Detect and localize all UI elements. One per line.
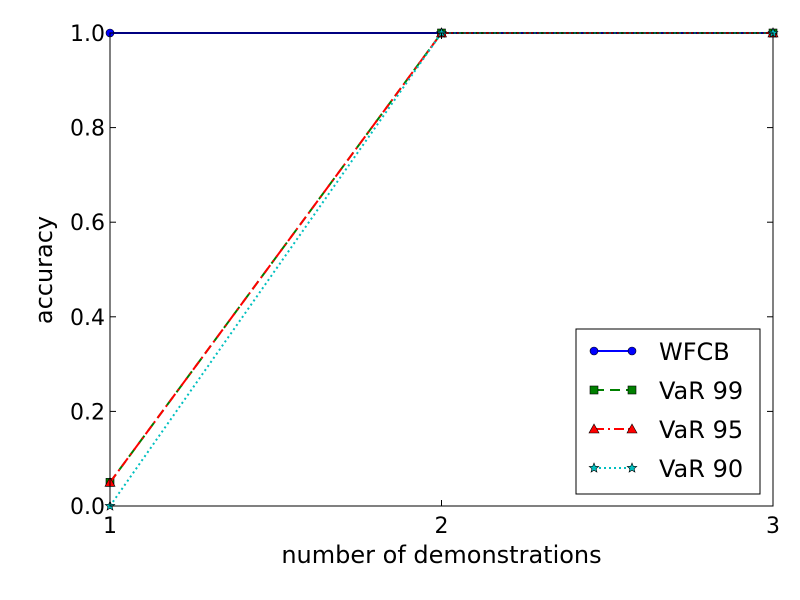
y-tick-label: 1.0 — [70, 22, 105, 47]
y-tick-label: 0.2 — [70, 400, 105, 425]
y-tick-label: 0.0 — [70, 495, 105, 520]
legend-marker-end-var-95 — [626, 423, 638, 434]
legend-marker-end-wfcb — [627, 346, 637, 356]
legend-frame — [575, 328, 761, 495]
legend-marker-end-var-99 — [627, 385, 637, 395]
legend-label-var-99: VaR 99 — [659, 377, 743, 405]
ticks-layer: 1 2 3 0.0 0.2 0.4 0.6 0.8 1.0 — [70, 22, 780, 539]
legend-label-wfcb: WFCB — [659, 338, 730, 366]
legend-label-var-90: VaR 90 — [659, 455, 743, 483]
y-tick-label: 0.4 — [70, 306, 105, 331]
y-tick-label: 0.8 — [70, 117, 105, 142]
x-tick-label: 2 — [435, 514, 449, 539]
x-axis-label: number of demonstrations — [281, 541, 601, 569]
legend-marker-start-var-95 — [588, 423, 600, 434]
y-axis-label: accuracy — [30, 216, 58, 324]
legend-marker-start-wfcb — [589, 346, 599, 356]
y-tick-label: 0.6 — [70, 211, 105, 236]
legend-marker-start-var-99 — [589, 385, 599, 395]
x-tick-label: 3 — [766, 514, 780, 539]
legend-marker-start-var-90 — [588, 462, 600, 473]
legend-marker-end-var-90 — [626, 462, 638, 473]
x-tick-label: 1 — [103, 514, 117, 539]
series-line-var-95 — [109, 32, 773, 483]
legend-label-var-95: VaR 95 — [659, 416, 743, 444]
legend: WFCB VaR 99 VaR 95 VaR 90 — [575, 328, 761, 495]
